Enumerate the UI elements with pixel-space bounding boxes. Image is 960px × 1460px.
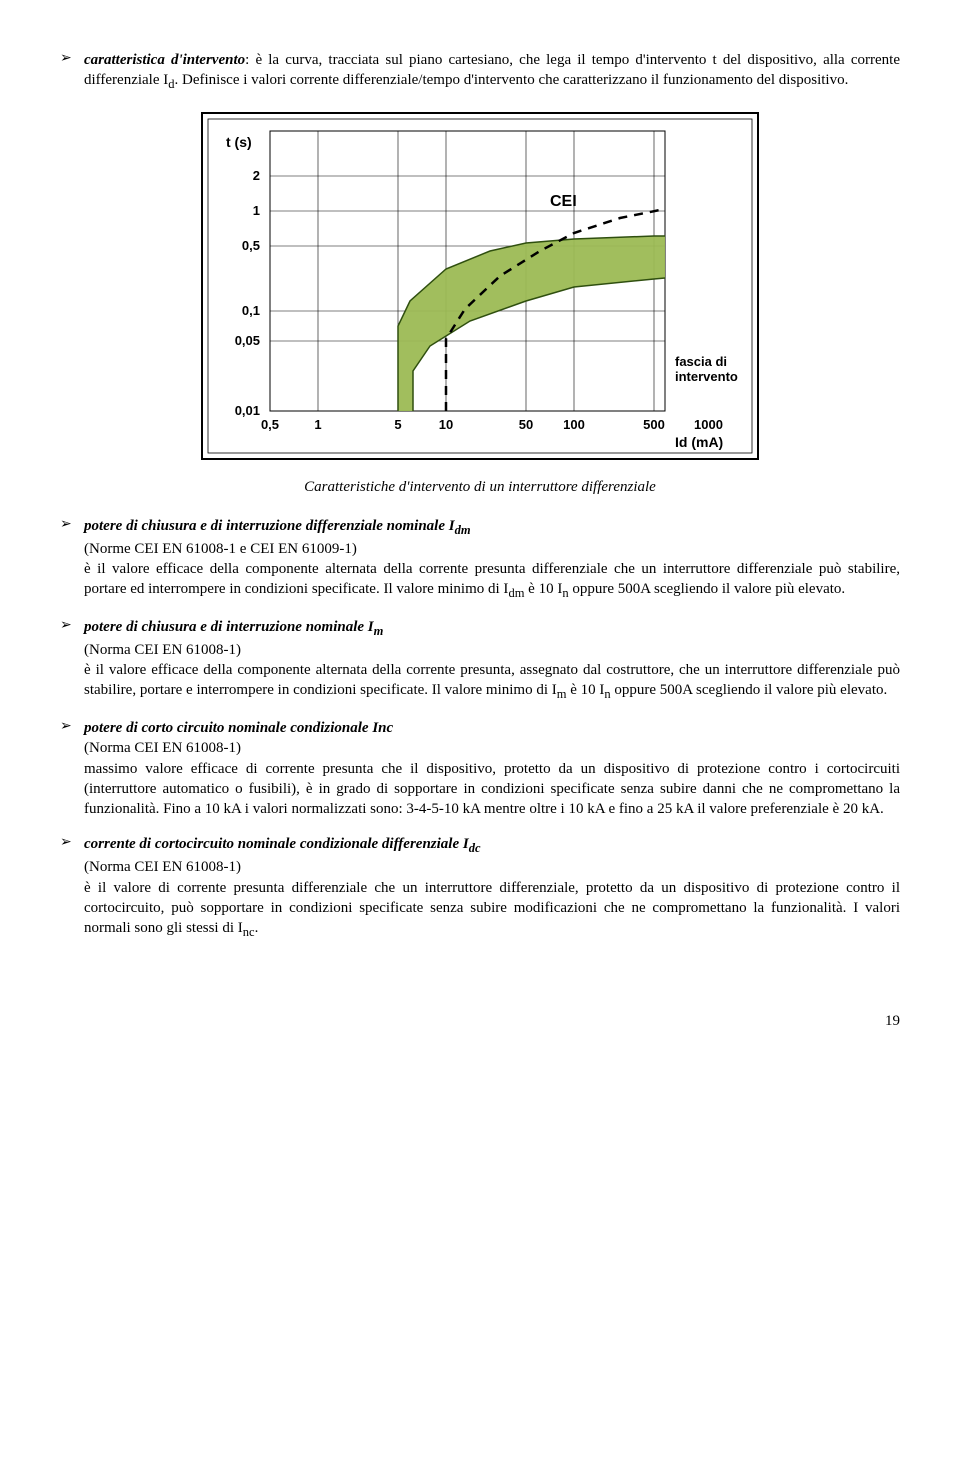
ytick: 0,01 <box>235 403 260 418</box>
xtick: 50 <box>519 417 533 432</box>
bullet-text: è il valore di corrente presunta differe… <box>84 880 900 937</box>
bullet-body: potere di chiusura e di interruzione dif… <box>84 516 900 602</box>
sub: nc <box>243 925 255 939</box>
xtick: 500 <box>643 417 665 432</box>
sub: dm <box>508 586 524 600</box>
bullet-idm: ➢ potere di chiusura e di interruzione d… <box>60 516 900 602</box>
chart-svg: 0,01 0,05 0,1 0,5 1 2 0,5 1 5 10 50 100 … <box>200 111 760 461</box>
bullet-body: potere di corto circuito nominale condiz… <box>84 718 900 819</box>
page-number: 19 <box>60 1011 900 1031</box>
chart-caption: Caratteristiche d'intervento di un inter… <box>60 477 900 497</box>
bullet-title: potere di chiusura e di interruzione nom… <box>84 619 374 635</box>
bullet-text: . <box>255 920 259 936</box>
bullet-text: massimo valore efficace di corrente pres… <box>84 761 900 818</box>
bullet-title: caratteristica d'intervento <box>84 52 245 68</box>
bullet-norm: (Norma CEI EN 61008-1) <box>84 859 241 875</box>
bullet-text: è 10 I <box>566 682 604 698</box>
bullet-inc: ➢ potere di corto circuito nominale cond… <box>60 718 900 819</box>
ytick: 0,05 <box>235 333 260 348</box>
bullet-text: oppure 500A scegliendo il valore più ele… <box>569 581 846 597</box>
sub: dc <box>469 841 481 855</box>
bullet-title: corrente di cortocircuito nominale condi… <box>84 836 469 852</box>
ytick: 2 <box>253 168 260 183</box>
cei-label: CEI <box>550 193 577 210</box>
ytick: 0,1 <box>242 303 260 318</box>
xtick: 100 <box>563 417 585 432</box>
sub: m <box>374 624 384 638</box>
ytick: 0,5 <box>242 238 260 253</box>
sub: dm <box>455 523 471 537</box>
fascia-label-2: intervento <box>675 369 738 384</box>
bullet-idc: ➢ corrente di cortocircuito nominale con… <box>60 834 900 941</box>
bullet-rest: . Definisce i valori corrente differenzi… <box>175 72 849 88</box>
bullet-marker: ➢ <box>60 50 84 93</box>
bullet-marker: ➢ <box>60 516 84 602</box>
bullet-text: è 10 I <box>524 581 562 597</box>
bullet-norm: (Norma CEI EN 61008-1) <box>84 642 241 658</box>
bullet-title: potere di chiusura e di interruzione dif… <box>84 518 455 534</box>
bullet-body: caratteristica d'intervento: è la curva,… <box>84 50 900 93</box>
bullet-body: corrente di cortocircuito nominale condi… <box>84 834 900 941</box>
bullet-norm: (Norma CEI EN 61008-1) <box>84 740 241 756</box>
bullet-norm: (Norme CEI EN 61008-1 e CEI EN 61009-1) <box>84 541 357 557</box>
xtick: 0,5 <box>261 417 279 432</box>
bullet-caratteristica: ➢ caratteristica d'intervento: è la curv… <box>60 50 900 93</box>
bullet-title: potere di corto circuito nominale condiz… <box>84 720 393 736</box>
x-axis-label: Id (mA) <box>675 434 723 450</box>
bullet-im: ➢ potere di chiusura e di interruzione n… <box>60 617 900 703</box>
trip-curve-chart: 0,01 0,05 0,1 0,5 1 2 0,5 1 5 10 50 100 … <box>200 111 760 467</box>
xtick: 5 <box>394 417 401 432</box>
bullet-marker: ➢ <box>60 617 84 703</box>
fascia-label-1: fascia di <box>675 354 727 369</box>
xtick: 1 <box>314 417 321 432</box>
bullet-marker: ➢ <box>60 718 84 819</box>
xtick: 10 <box>439 417 453 432</box>
ytick: 1 <box>253 203 260 218</box>
y-axis-label: t (s) <box>226 134 252 150</box>
bullet-text: oppure 500A scegliendo il valore più ele… <box>611 682 888 698</box>
bullet-body: potere di chiusura e di interruzione nom… <box>84 617 900 703</box>
bullet-marker: ➢ <box>60 834 84 941</box>
xtick: 1000 <box>694 417 723 432</box>
